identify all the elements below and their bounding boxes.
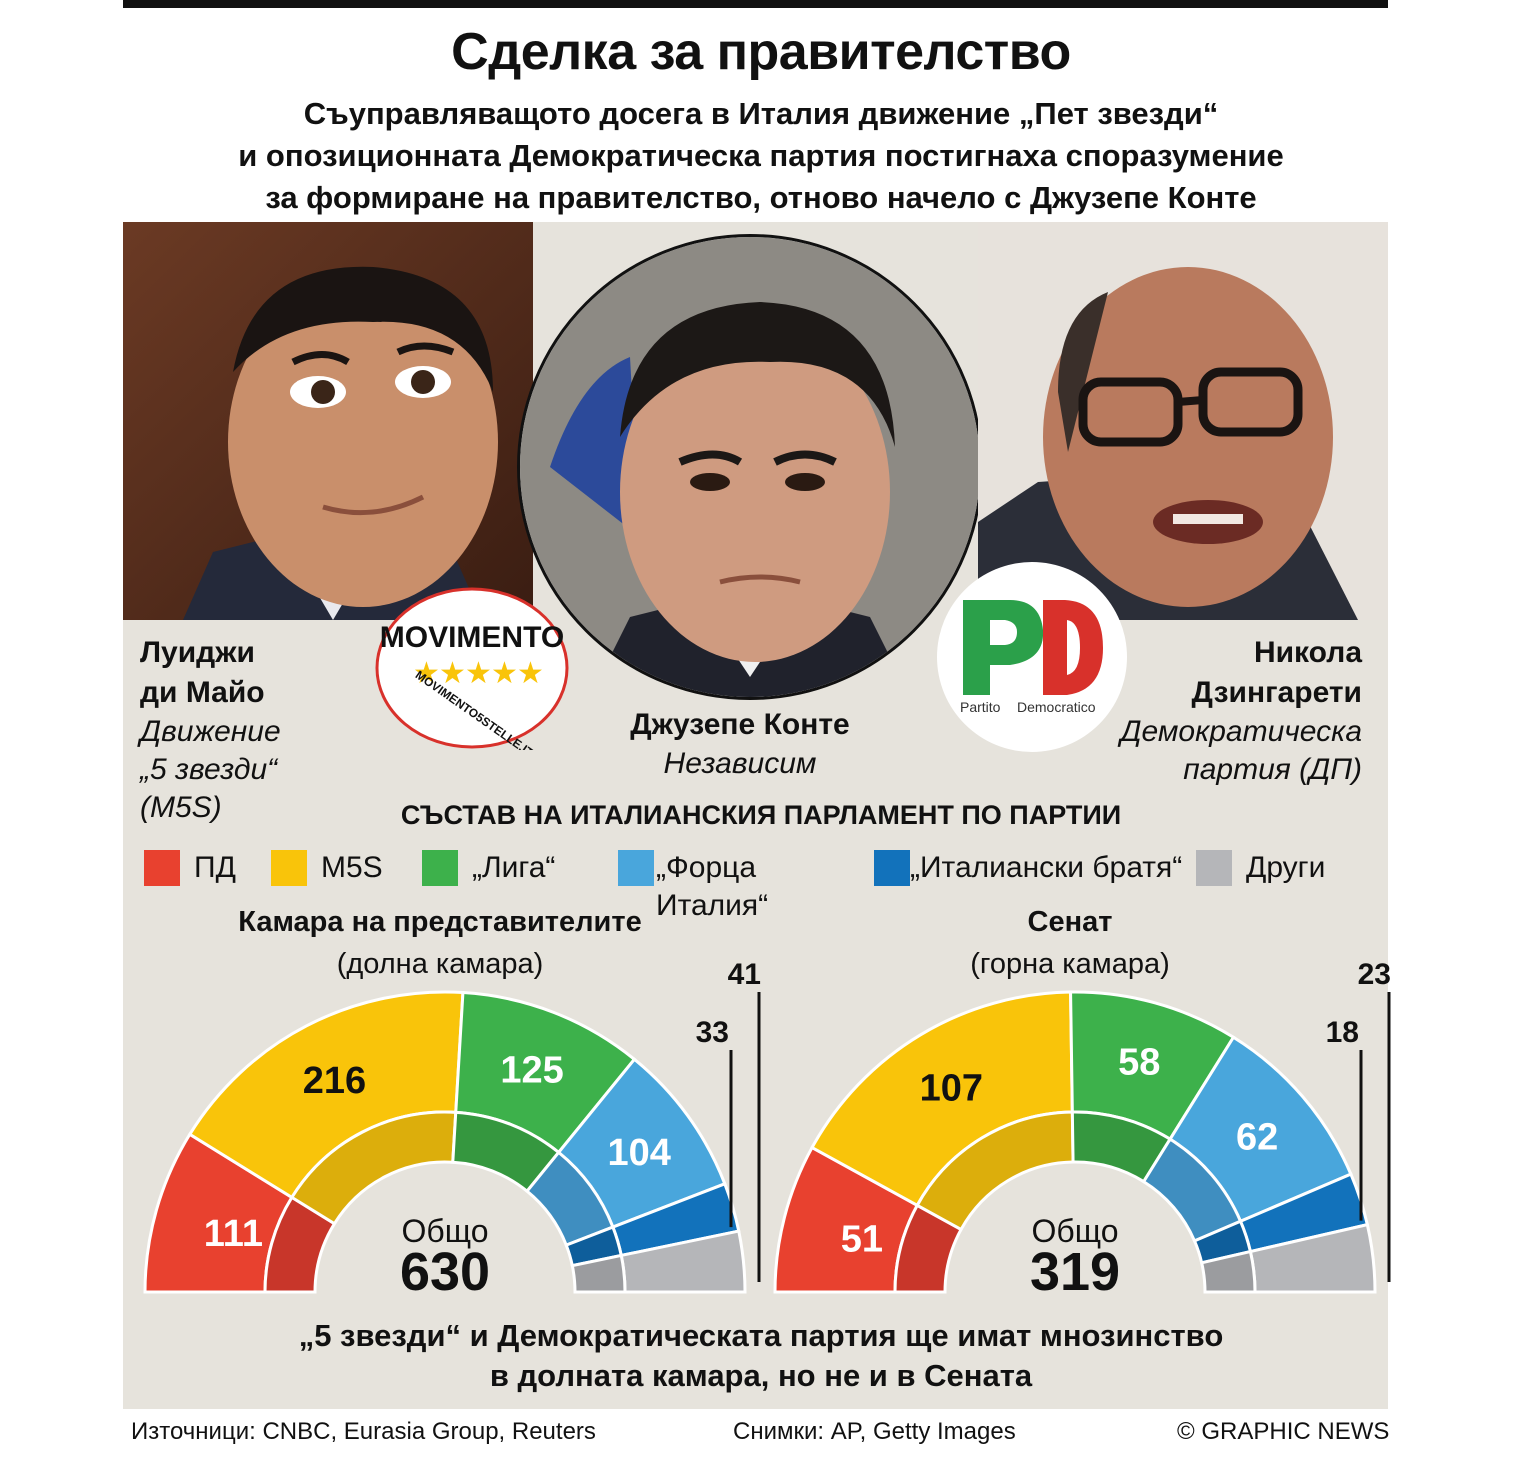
legend-swatch-m5s [271, 850, 307, 886]
center-person-party: Независим [663, 747, 817, 780]
chamber-total-value: 630 [400, 1242, 490, 1302]
top-rule [123, 0, 1388, 8]
m5s-logo-text: MOVIMENTO [380, 621, 564, 654]
footer-photos: Снимки: AP, Getty Images [733, 1418, 1016, 1445]
senate-label-m5s: 107 [920, 1067, 983, 1109]
photo-di-maio [123, 222, 533, 620]
pd-logo-text-2: Democratico [1017, 699, 1096, 715]
left-person-party-3: (M5S) [140, 791, 222, 824]
svg-text:★: ★ [465, 657, 492, 690]
svg-text:★: ★ [413, 657, 440, 690]
legend-swatch-fdi [874, 850, 910, 886]
center-person-name: Джузепе Конте [630, 708, 850, 741]
chamber-total-label: Общо [402, 1213, 489, 1249]
legend-label-m5s: M5S [321, 851, 383, 884]
conclusion-line-2: в долната камара, но не и в Сената [489, 1358, 1033, 1393]
chamber-label-forza: 104 [607, 1132, 670, 1174]
right-person-party-2: партия (ДП) [1183, 753, 1362, 786]
conclusion-line-1: „5 звезди“ и Демократическата партия ще … [298, 1318, 1224, 1353]
legend-label-pd: ПД [194, 851, 236, 884]
chamber-segment-inner-others [570, 1253, 627, 1294]
legend-label-forza-1: „Форца [656, 851, 757, 884]
senate-subtitle: (горна камара) [970, 948, 1170, 980]
chamber-label-others: 41 [728, 958, 761, 991]
right-person-party-1: Демократическа [1120, 715, 1362, 748]
subtitle-line-2: и опозиционната Демократическа партия по… [238, 138, 1284, 173]
senate-total-value: 319 [1030, 1242, 1120, 1302]
legend-label-others: Други [1246, 851, 1326, 884]
subtitle-line-1: Съуправляващото досега в Италия движение… [303, 96, 1219, 131]
chamber-title: Камара на представителите [238, 906, 642, 938]
m5s-logo: MOVIMENTO ★ ★ ★ ★ ★ MOVIMENTO5STELLE.IT [375, 587, 570, 760]
footer-credit: © GRAPHIC NEWS [1177, 1418, 1390, 1445]
chart-heading: СЪСТАВ НА ИТАЛИАНСКИЯ ПАРЛАМЕНТ ПО ПАРТИ… [400, 800, 1122, 830]
senate-label-lega: 58 [1118, 1042, 1160, 1084]
left-person-name-2: ди Майо [140, 676, 265, 709]
senate-title: Сенат [1027, 906, 1113, 938]
legend-label-forza-2: Италия“ [656, 889, 769, 922]
left-person-name-1: Луиджи [140, 636, 255, 669]
page-title: Сделка за правителство [451, 23, 1071, 81]
chamber-label-m5s: 216 [303, 1060, 366, 1102]
footer-sources: Източници: CNBC, Eurasia Group, Reuters [131, 1418, 596, 1445]
legend-swatch-forza [618, 850, 654, 886]
photo-conte [517, 234, 983, 700]
photo-zingaretti [978, 222, 1388, 620]
chamber-label-lega: 125 [500, 1049, 563, 1091]
senate-label-pd: 51 [841, 1218, 883, 1260]
svg-text:★: ★ [491, 657, 518, 690]
chamber-label-fdi: 33 [696, 1016, 729, 1049]
chamber-subtitle: (долна камара) [336, 948, 544, 980]
pd-logo: Partito Democratico [935, 560, 1130, 755]
senate-label-forza: 62 [1236, 1117, 1278, 1159]
legend-label-fdi: „Италиански братя“ [910, 851, 1183, 884]
senate-total-label: Общо [1032, 1213, 1119, 1249]
legend-swatch-others [1196, 850, 1232, 886]
legend-swatch-lega [422, 850, 458, 886]
senate-label-others: 23 [1358, 958, 1391, 991]
svg-text:★: ★ [439, 657, 466, 690]
senate-label-fdi: 18 [1326, 1016, 1359, 1049]
legend-swatch-pd [144, 850, 180, 886]
left-person-party-2: „5 звезди“ [140, 753, 278, 786]
left-person-party-1: Движение [140, 715, 281, 748]
pd-logo-text-1: Partito [960, 699, 1001, 715]
svg-text:★: ★ [517, 657, 544, 690]
subtitle-line-3: за формиране на правителство, отново нач… [265, 180, 1257, 215]
legend-label-lega: „Лига“ [472, 851, 556, 884]
chamber-label-pd: 111 [204, 1213, 263, 1255]
senate-segment-inner-others [1199, 1249, 1257, 1294]
right-person-name-1: Никола [1253, 636, 1362, 669]
right-person-name-2: Дзингарети [1191, 676, 1362, 709]
